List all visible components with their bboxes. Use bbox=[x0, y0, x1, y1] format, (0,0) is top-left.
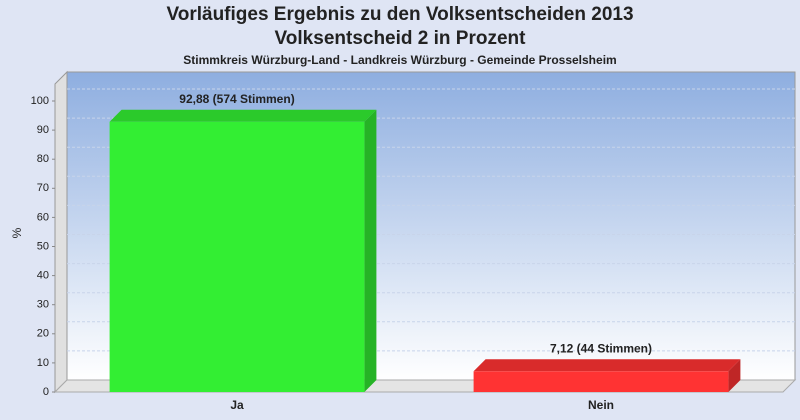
y-tick-label: 50 bbox=[37, 240, 49, 252]
y-tick-label: 80 bbox=[37, 153, 49, 165]
y-tick-label: 60 bbox=[37, 211, 49, 223]
y-tick-label: 100 bbox=[31, 95, 49, 107]
bar-side bbox=[728, 359, 741, 392]
y-tick-label: 20 bbox=[37, 328, 49, 340]
x-tick-label: Ja bbox=[230, 398, 244, 412]
bar bbox=[109, 121, 365, 392]
y-tick-label: 70 bbox=[37, 182, 49, 194]
x-tick-label: Nein bbox=[588, 398, 614, 412]
y-axis-label: % bbox=[10, 227, 24, 238]
y-tick-label: 90 bbox=[37, 124, 49, 136]
bar-top bbox=[473, 359, 741, 372]
bar bbox=[473, 371, 729, 392]
bar-side bbox=[364, 109, 377, 392]
chart-title: Vorläufiges Ergebnis zu den Volksentsche… bbox=[166, 4, 633, 25]
y-tick-label: 10 bbox=[37, 357, 49, 369]
bar-top bbox=[109, 109, 377, 122]
value-label: 92,88 (574 Stimmen) bbox=[179, 92, 294, 106]
plot-side-wall bbox=[54, 70, 68, 394]
y-tick-label: 30 bbox=[37, 299, 49, 311]
value-label: 7,12 (44 Stimmen) bbox=[550, 341, 652, 355]
y-tick-label: 40 bbox=[37, 270, 49, 282]
chart-subtitle: Stimmkreis Würzburg-Land - Landkreis Wür… bbox=[183, 53, 616, 67]
chart-title: Volksentscheid 2 in Prozent bbox=[275, 28, 527, 49]
y-tick-label: 0 bbox=[43, 386, 49, 398]
